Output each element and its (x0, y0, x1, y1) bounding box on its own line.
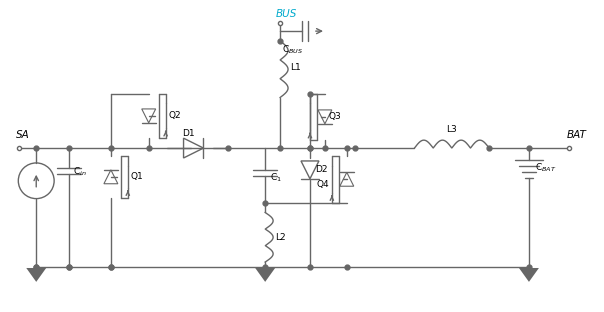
Polygon shape (255, 268, 275, 282)
Text: L3: L3 (446, 125, 457, 134)
Text: C$_{in}$: C$_{in}$ (73, 166, 87, 178)
Text: SA: SA (16, 130, 30, 140)
Text: C$_1$: C$_1$ (270, 172, 282, 184)
Text: Q1: Q1 (131, 172, 144, 181)
Text: Q4: Q4 (317, 180, 330, 189)
Text: L2: L2 (275, 233, 286, 242)
Text: BUS: BUS (276, 9, 298, 19)
Text: C$_{BAT}$: C$_{BAT}$ (535, 162, 556, 174)
Polygon shape (519, 268, 539, 282)
Polygon shape (26, 268, 46, 282)
Text: Q2: Q2 (169, 111, 181, 120)
Text: D1: D1 (182, 129, 195, 138)
Text: L1: L1 (290, 63, 301, 72)
Text: Q3: Q3 (329, 112, 342, 121)
Text: C$_{BUS}$: C$_{BUS}$ (283, 43, 304, 56)
Text: BAT: BAT (567, 130, 586, 140)
Text: D2: D2 (315, 165, 327, 174)
